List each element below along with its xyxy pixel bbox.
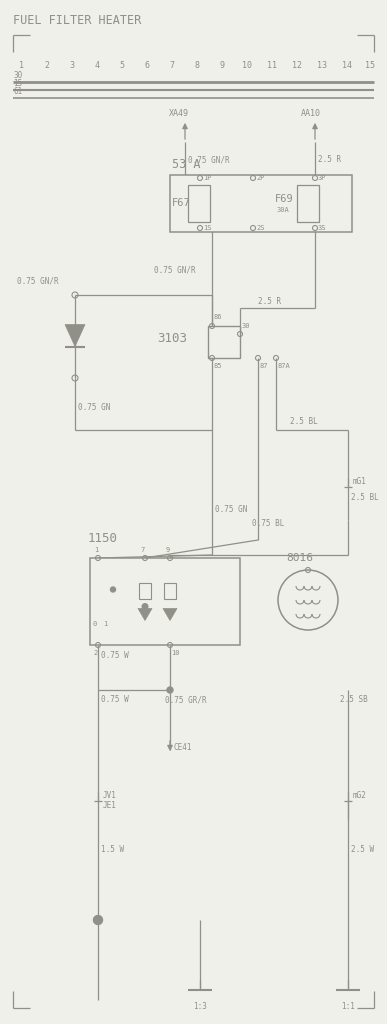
Text: 10: 10 bbox=[171, 650, 180, 656]
Bar bbox=[139, 583, 151, 598]
Polygon shape bbox=[138, 608, 152, 621]
Circle shape bbox=[111, 587, 115, 592]
Text: F69: F69 bbox=[275, 195, 294, 205]
Text: 8016: 8016 bbox=[286, 553, 313, 563]
Text: 10: 10 bbox=[242, 60, 252, 70]
Text: 0.75 GR/R: 0.75 GR/R bbox=[165, 695, 207, 705]
Bar bbox=[208, 326, 240, 358]
Text: 87A: 87A bbox=[278, 362, 291, 369]
Bar bbox=[188, 185, 210, 222]
Text: 14: 14 bbox=[342, 60, 352, 70]
Text: 2.5 R: 2.5 R bbox=[258, 298, 281, 306]
Text: 15: 15 bbox=[365, 60, 375, 70]
Text: 9: 9 bbox=[219, 60, 224, 70]
Text: 0.75 W: 0.75 W bbox=[101, 695, 129, 705]
Text: 8: 8 bbox=[195, 60, 200, 70]
Text: 5: 5 bbox=[120, 60, 125, 70]
Text: 2: 2 bbox=[94, 650, 98, 656]
Text: 30A: 30A bbox=[277, 208, 290, 213]
Text: 6: 6 bbox=[144, 60, 149, 70]
Text: 2.5 W: 2.5 W bbox=[351, 846, 374, 854]
Text: 1:1: 1:1 bbox=[341, 1002, 355, 1011]
Circle shape bbox=[167, 687, 173, 693]
Text: AA10: AA10 bbox=[301, 109, 321, 118]
Text: 2S: 2S bbox=[256, 225, 264, 231]
Text: 85: 85 bbox=[214, 362, 223, 369]
Text: 1: 1 bbox=[94, 547, 98, 553]
Text: 30: 30 bbox=[13, 71, 22, 80]
Text: JE1: JE1 bbox=[103, 801, 117, 810]
Text: 30: 30 bbox=[242, 323, 250, 329]
Bar bbox=[170, 175, 352, 232]
Text: 0.75 GN/R: 0.75 GN/R bbox=[188, 156, 229, 165]
Text: 53 A: 53 A bbox=[172, 158, 200, 171]
Bar bbox=[297, 185, 319, 222]
Text: 9: 9 bbox=[166, 547, 170, 553]
Text: 15: 15 bbox=[13, 79, 22, 88]
Bar bbox=[164, 583, 176, 598]
Text: F67: F67 bbox=[172, 199, 191, 209]
Text: 1.5 W: 1.5 W bbox=[101, 846, 124, 854]
Text: 7: 7 bbox=[170, 60, 175, 70]
Text: 0.75 GN/R: 0.75 GN/R bbox=[154, 265, 195, 274]
Text: JV1: JV1 bbox=[103, 791, 117, 800]
Text: 0.75 BL: 0.75 BL bbox=[252, 518, 284, 527]
Text: 1S: 1S bbox=[203, 225, 212, 231]
Text: 1P: 1P bbox=[203, 175, 212, 181]
Text: 2: 2 bbox=[45, 60, 50, 70]
Bar bbox=[90, 558, 240, 645]
Text: 1:3: 1:3 bbox=[193, 1002, 207, 1011]
Text: 0.75 GN/R: 0.75 GN/R bbox=[17, 276, 58, 286]
Text: 1: 1 bbox=[103, 621, 107, 627]
Text: 1: 1 bbox=[19, 60, 24, 70]
Text: 3: 3 bbox=[70, 60, 75, 70]
Text: 2.5 SB: 2.5 SB bbox=[340, 695, 368, 705]
Text: 86: 86 bbox=[214, 314, 223, 319]
Text: 3103: 3103 bbox=[157, 333, 187, 345]
Text: 1150: 1150 bbox=[88, 532, 118, 545]
Text: 7: 7 bbox=[141, 547, 145, 553]
Text: 0.75 W: 0.75 W bbox=[101, 650, 129, 659]
Text: 2.5 R: 2.5 R bbox=[318, 156, 341, 165]
Text: mG1: mG1 bbox=[353, 477, 367, 486]
Text: 12: 12 bbox=[292, 60, 302, 70]
Polygon shape bbox=[163, 608, 177, 621]
Text: CE41: CE41 bbox=[173, 743, 192, 753]
Text: 2.5 BL: 2.5 BL bbox=[351, 494, 379, 503]
Text: 0.75 GN: 0.75 GN bbox=[78, 403, 110, 413]
Text: 87: 87 bbox=[260, 362, 269, 369]
Text: 13: 13 bbox=[317, 60, 327, 70]
Text: XA49: XA49 bbox=[169, 109, 189, 118]
Text: 3S: 3S bbox=[318, 225, 327, 231]
Text: FUEL FILTER HEATER: FUEL FILTER HEATER bbox=[13, 13, 141, 27]
Text: 0: 0 bbox=[93, 621, 97, 627]
Text: 2.5 BL: 2.5 BL bbox=[290, 418, 318, 427]
Text: 0.75 GN: 0.75 GN bbox=[215, 506, 247, 514]
Circle shape bbox=[142, 604, 148, 609]
Text: 2P: 2P bbox=[256, 175, 264, 181]
Text: 61: 61 bbox=[13, 87, 22, 96]
Circle shape bbox=[94, 915, 103, 925]
Text: 4: 4 bbox=[94, 60, 99, 70]
Text: mG2: mG2 bbox=[353, 792, 367, 801]
Polygon shape bbox=[65, 325, 85, 346]
Text: 11: 11 bbox=[267, 60, 277, 70]
Text: 3P: 3P bbox=[318, 175, 327, 181]
